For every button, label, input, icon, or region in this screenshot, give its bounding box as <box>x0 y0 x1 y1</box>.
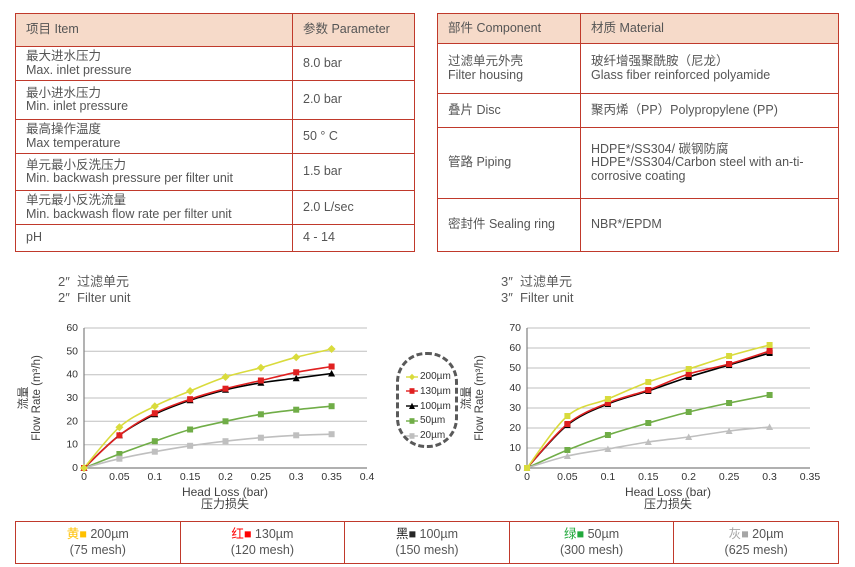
svg-text:0.15: 0.15 <box>638 471 659 483</box>
svg-text:Flow Rate (m³/h): Flow Rate (m³/h) <box>474 355 486 441</box>
svg-text:0.3: 0.3 <box>289 471 304 483</box>
svg-text:50: 50 <box>66 345 78 357</box>
svg-text:流量: 流量 <box>459 387 473 410</box>
svg-text:0.25: 0.25 <box>719 471 740 483</box>
svg-text:流量: 流量 <box>16 387 30 410</box>
svg-text:0.35: 0.35 <box>800 471 821 483</box>
svg-text:0: 0 <box>515 462 521 474</box>
svg-text:0.05: 0.05 <box>557 471 578 483</box>
svg-text:70: 70 <box>509 322 521 334</box>
svg-text:40: 40 <box>66 369 78 381</box>
svg-text:0: 0 <box>81 471 87 483</box>
svg-text:0.4: 0.4 <box>360 471 375 483</box>
svg-text:0.35: 0.35 <box>321 471 342 483</box>
svg-text:0: 0 <box>524 471 530 483</box>
svg-text:0.05: 0.05 <box>109 471 130 483</box>
svg-text:60: 60 <box>66 322 78 334</box>
svg-text:0.3: 0.3 <box>762 471 777 483</box>
svg-text:10: 10 <box>509 442 521 454</box>
svg-text:0.2: 0.2 <box>218 471 233 483</box>
svg-text:0.2: 0.2 <box>681 471 696 483</box>
svg-text:Flow Rate (m³/h): Flow Rate (m³/h) <box>31 355 43 441</box>
svg-text:20: 20 <box>509 422 521 434</box>
svg-text:30: 30 <box>66 392 78 404</box>
svg-text:压力损失: 压力损失 <box>201 496 249 510</box>
svg-text:0.1: 0.1 <box>601 471 616 483</box>
svg-text:0.25: 0.25 <box>251 471 272 483</box>
svg-text:0.1: 0.1 <box>147 471 162 483</box>
svg-text:20: 20 <box>66 415 78 427</box>
svg-text:压力损失: 压力损失 <box>644 496 692 510</box>
svg-text:30: 30 <box>509 402 521 414</box>
svg-text:60: 60 <box>509 342 521 354</box>
svg-text:10: 10 <box>66 439 78 451</box>
svg-text:0.15: 0.15 <box>180 471 201 483</box>
svg-text:0: 0 <box>72 462 78 474</box>
svg-text:40: 40 <box>509 382 521 394</box>
svg-text:50: 50 <box>509 362 521 374</box>
